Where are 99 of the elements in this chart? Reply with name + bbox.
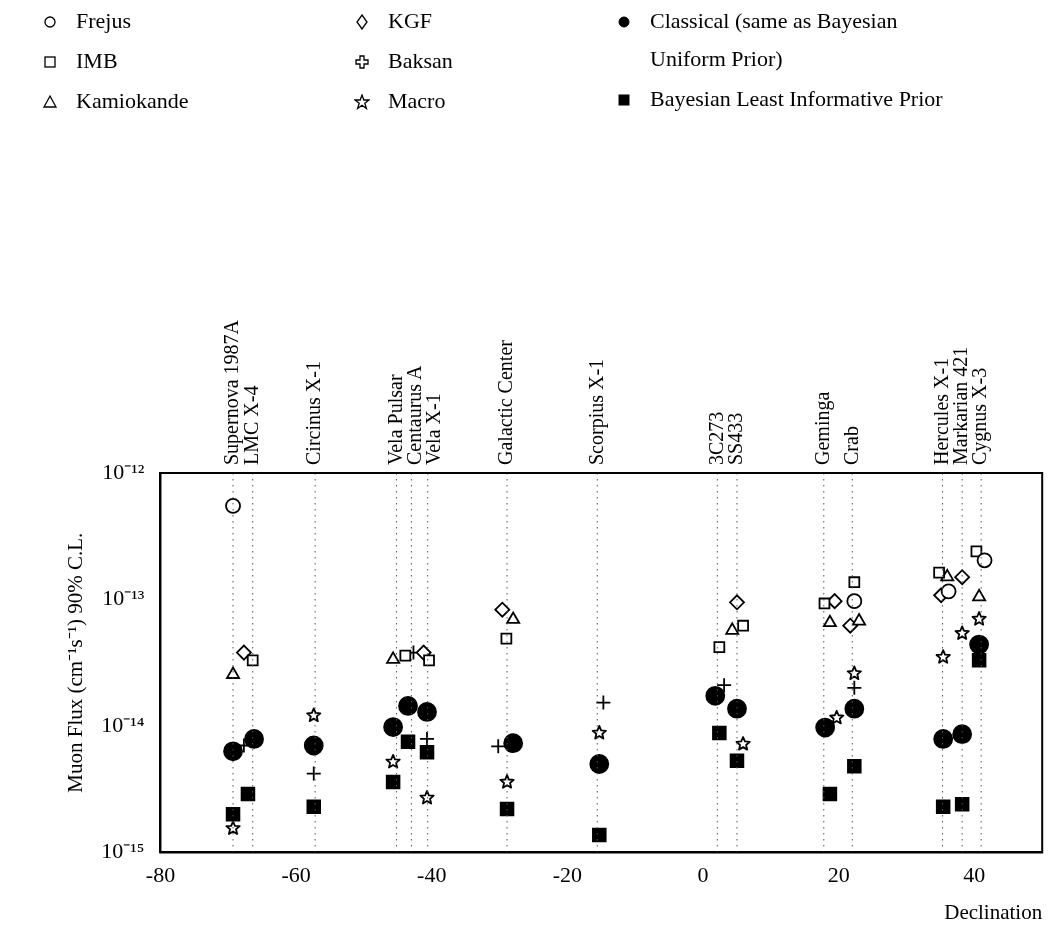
point bbox=[933, 566, 945, 579]
point bbox=[398, 696, 418, 716]
point bbox=[494, 601, 511, 618]
point bbox=[729, 594, 745, 611]
point bbox=[385, 753, 401, 769]
point bbox=[846, 593, 863, 610]
point bbox=[225, 497, 241, 514]
point bbox=[737, 619, 749, 632]
ref-line-label: 3C273 bbox=[704, 411, 727, 465]
point bbox=[225, 807, 241, 822]
point bbox=[591, 725, 607, 740]
point bbox=[842, 617, 859, 634]
point bbox=[305, 765, 322, 782]
point bbox=[419, 744, 435, 760]
point bbox=[933, 728, 954, 749]
point bbox=[400, 734, 416, 749]
y-tick-label: 10⁻¹³ bbox=[102, 585, 145, 611]
legend-label: Macro bbox=[388, 87, 446, 115]
point bbox=[725, 622, 740, 635]
ref-line-label: Scorpius X-1 bbox=[584, 358, 608, 465]
legend-label: Kamiokande bbox=[76, 87, 189, 115]
ref-line-label: SS433 bbox=[724, 412, 747, 465]
point bbox=[712, 725, 727, 741]
point bbox=[419, 730, 435, 747]
point bbox=[822, 614, 837, 628]
y-tick-label: 10⁻¹² bbox=[102, 458, 145, 484]
point bbox=[490, 738, 507, 755]
point bbox=[383, 717, 404, 737]
point bbox=[306, 707, 322, 723]
legend-label: IMB bbox=[76, 47, 118, 75]
legend-label: Frejus bbox=[76, 7, 131, 35]
point bbox=[385, 774, 401, 790]
point bbox=[815, 717, 836, 738]
point bbox=[735, 736, 751, 751]
point bbox=[935, 649, 951, 664]
x-tick-label: 0 bbox=[697, 862, 709, 888]
ref-line-label: Crab bbox=[839, 426, 862, 465]
point bbox=[848, 576, 861, 589]
point bbox=[246, 654, 259, 667]
point bbox=[940, 583, 957, 600]
x-tick-label: -80 bbox=[145, 862, 176, 888]
point bbox=[589, 754, 610, 774]
point bbox=[954, 569, 971, 586]
y-axis-title: Muon Flux (cm⁻¹s⁻¹) 90% C.L. bbox=[63, 532, 88, 793]
x-tick-label: 20 bbox=[827, 862, 850, 888]
point bbox=[713, 641, 726, 653]
point bbox=[419, 789, 435, 805]
legend-label: Baksan bbox=[388, 47, 453, 75]
point bbox=[846, 679, 863, 696]
point bbox=[225, 820, 241, 835]
y-tick-label: 10⁻¹⁴ bbox=[101, 711, 145, 737]
point bbox=[846, 665, 862, 681]
ref-line-label: Circinus X-1 bbox=[302, 361, 325, 465]
y-tick-label: 10⁻¹⁵ bbox=[101, 838, 145, 864]
point bbox=[935, 799, 951, 814]
legend-label: KGF bbox=[388, 7, 433, 35]
point bbox=[952, 724, 973, 745]
point bbox=[303, 735, 324, 756]
point bbox=[503, 733, 524, 754]
point bbox=[829, 709, 845, 725]
point bbox=[822, 786, 838, 802]
x-tick-label: -40 bbox=[417, 862, 447, 888]
point bbox=[969, 634, 990, 655]
ref-line-label: Supernova 1987A bbox=[220, 319, 244, 465]
point bbox=[954, 797, 970, 812]
legend-label: Bayesian Least Informative Prior bbox=[650, 85, 943, 113]
point bbox=[971, 653, 987, 668]
point bbox=[954, 625, 970, 640]
x-tick-label: -60 bbox=[281, 862, 311, 888]
point bbox=[235, 644, 252, 661]
point bbox=[399, 649, 412, 662]
legend-label: Classical (same as Bayesian Uniform Prior) bbox=[650, 7, 899, 73]
point bbox=[417, 702, 437, 722]
point bbox=[386, 651, 401, 664]
point bbox=[972, 588, 987, 602]
point bbox=[506, 611, 521, 624]
x-tick-label: 40 bbox=[963, 862, 986, 888]
point bbox=[705, 685, 726, 706]
point bbox=[847, 758, 862, 774]
point bbox=[716, 677, 732, 694]
x-tick-label: -20 bbox=[552, 862, 583, 888]
point bbox=[592, 827, 607, 843]
x-axis-title: Declination bbox=[944, 899, 1043, 924]
ref-line-label: Hercules X-1 bbox=[929, 357, 952, 465]
point bbox=[971, 611, 987, 626]
ref-line-label: Geminga bbox=[811, 391, 835, 465]
point bbox=[940, 568, 955, 582]
point bbox=[595, 694, 612, 711]
ref-line-label: Galactic Center bbox=[494, 339, 517, 465]
point bbox=[499, 774, 515, 789]
point bbox=[306, 799, 322, 814]
point bbox=[240, 786, 256, 802]
point bbox=[976, 552, 993, 569]
point bbox=[244, 728, 264, 749]
point bbox=[423, 654, 435, 667]
point bbox=[223, 741, 243, 762]
point bbox=[852, 613, 867, 626]
point bbox=[844, 698, 865, 719]
point bbox=[727, 698, 747, 719]
